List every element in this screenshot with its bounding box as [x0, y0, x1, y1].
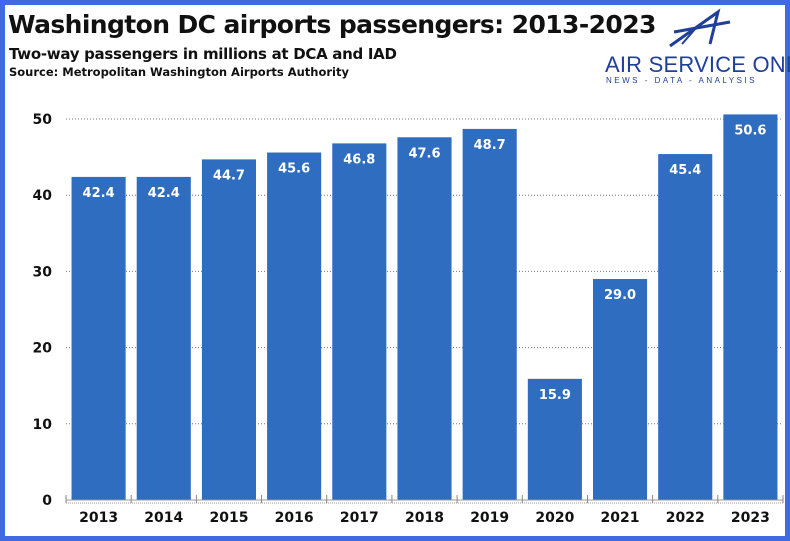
bar-2017: [332, 143, 387, 500]
bar-2014: [136, 176, 191, 501]
chart-source: Source: Metropolitan Washington Airports…: [9, 65, 349, 79]
logo-name: AIR SERVICE ONE: [605, 52, 790, 77]
bar-2019: [462, 128, 517, 500]
y-tick-label: 0: [42, 493, 52, 509]
y-tick-label: 10: [33, 417, 53, 433]
data-label: 48.7: [474, 138, 506, 153]
x-tick-label: 2022: [666, 510, 705, 526]
data-label: 47.6: [408, 146, 440, 161]
data-label: 46.8: [343, 152, 375, 167]
x-tick-label: 2017: [340, 510, 379, 526]
x-tick-label: 2021: [601, 510, 640, 526]
x-tick-label: 2016: [275, 510, 314, 526]
y-tick-label: 40: [33, 188, 53, 204]
data-label: 42.4: [83, 186, 115, 201]
x-tick-label: 2015: [209, 510, 248, 526]
air-service-one-logo: AIR SERVICE ONE NEWS - DATA - ANALYSIS: [600, 8, 790, 90]
bar-2021: [592, 279, 648, 500]
data-label: 50.6: [734, 123, 766, 138]
x-tick-label: 2013: [79, 510, 118, 526]
bar-2013: [71, 176, 126, 501]
x-tick-label: 2018: [405, 510, 444, 526]
plane-a-logo-icon: [669, 8, 731, 48]
data-label: 42.4: [148, 186, 180, 201]
chart-subtitle: Two-way passengers in millions at DCA an…: [9, 45, 397, 63]
bar-2022: [658, 154, 713, 500]
x-tick-label: 2020: [535, 510, 574, 526]
bar-2023: [723, 114, 778, 500]
x-tick-label: 2014: [144, 510, 183, 526]
data-label: 45.6: [278, 162, 310, 177]
bar-2018: [397, 137, 452, 500]
data-label: 15.9: [539, 388, 571, 403]
data-label: 45.4: [669, 163, 701, 178]
chart-title: Washington DC airports passengers: 2013-…: [8, 10, 656, 39]
bar-2016: [267, 152, 322, 500]
x-tick-label: 2023: [731, 510, 770, 526]
y-tick-label: 50: [33, 112, 53, 128]
data-label: 44.7: [213, 168, 245, 183]
bar-2020: [527, 378, 582, 500]
y-tick-label: 20: [33, 341, 53, 357]
y-tick-label: 30: [33, 264, 53, 280]
x-tick-label: 2019: [470, 510, 509, 526]
chart-panel: [5, 5, 785, 536]
bar-2015: [201, 159, 257, 501]
logo-tagline: NEWS - DATA - ANALYSIS: [606, 76, 758, 85]
data-label: 29.0: [604, 288, 636, 303]
